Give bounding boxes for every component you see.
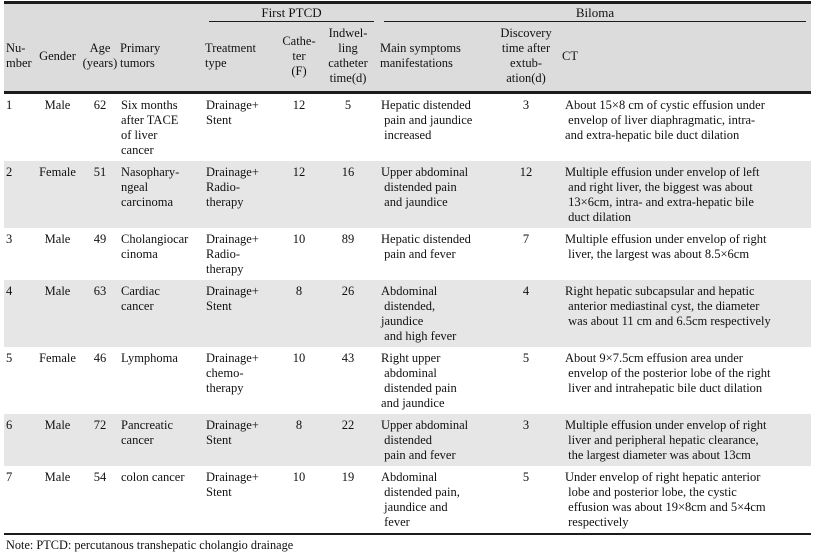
cell-gender: Male (34, 414, 81, 466)
cell-gender: Female (34, 161, 81, 228)
patients-table: First PTCD Biloma Nu- mber Gender Age (y… (4, 1, 812, 535)
cell-gender: Male (34, 280, 81, 347)
cell-treatment-type: Drainage+ chemo- therapy (206, 351, 259, 395)
cell-indwelling-time: 16 (317, 161, 380, 228)
cell-primary-tumors: Cholangiocar cinoma (121, 232, 189, 261)
table-row: 5 Female 46 Lymphoma Drainage+ chemo- th… (4, 347, 811, 414)
col-header-discovery-time: Discovery time after extub- ation(d) (491, 22, 562, 94)
cell-primary-tumors: colon cancer (119, 466, 204, 535)
cell-number: 5 (6, 351, 13, 365)
col-header-primary-tumors: Primary tumors (119, 22, 204, 94)
cell-age: 46 (93, 351, 107, 365)
cell-age: 72 (81, 414, 119, 466)
cell-discovery-time: 4 (491, 280, 562, 347)
cell-discovery-time: 7 (522, 232, 530, 246)
cell-ct: Multiple effusion under envelop of left … (561, 161, 812, 228)
table-row: 4 Male 63 Cardiac cancer Drainage+ Stent… (4, 280, 812, 347)
col-header-catheter: Cathe- ter (F) (281, 22, 317, 94)
col-header-ct: CT (561, 22, 812, 94)
cell-symptoms: Hepatic distended pain and fever (381, 232, 471, 261)
group-header-biloma: Biloma (379, 2, 812, 22)
cell-ct: Multiple effusion under envelop of right… (565, 232, 767, 261)
cell-symptoms: Abdominal distended, jaundice and high f… (379, 280, 492, 347)
cell-discovery-time: 3 (491, 414, 562, 466)
cell-ct: Right hepatic subcapsular and hepatic an… (561, 280, 812, 347)
cell-symptoms: Abdominal distended pain, jaundice and f… (379, 466, 492, 535)
cell-ct: About 9×7.5cm effusion area under envelo… (565, 351, 771, 395)
cell-catheter: 12 (292, 98, 306, 112)
cell-treatment-type: Drainage+ Radio- therapy (206, 232, 259, 276)
cell-treatment-type: Drainage+ Stent (206, 98, 259, 127)
cell-number: 2 (4, 161, 34, 228)
cell-ct: Under envelop of right hepatic anterior … (561, 466, 812, 535)
table-row: 3 Male 49 Cholangiocar cinoma Drainage+ … (4, 228, 811, 280)
cell-treatment-type: Drainage+ Radio- therapy (204, 161, 281, 228)
cell-gender: Male (44, 98, 71, 112)
cell-discovery-time: 5 (522, 351, 530, 365)
cell-primary-tumors: Six months after TACE of liver cancer (121, 98, 179, 157)
col-header-treatment-type: Treatment type (204, 22, 281, 94)
cell-gender: Male (34, 466, 81, 535)
cell-symptoms: Right upper abdominal distended pain and… (381, 351, 457, 410)
cell-catheter: 10 (292, 351, 306, 365)
col-header-number: Nu- mber (4, 22, 34, 94)
cell-number: 6 (4, 414, 34, 466)
cell-primary-tumors: Pancreatic cancer (119, 414, 204, 466)
cell-ct: About 15×8 cm of cystic effusion under e… (565, 98, 765, 142)
cell-age: 51 (81, 161, 119, 228)
group-header-biloma-label: Biloma (384, 5, 807, 22)
table-body: 1 Male 62 Six months after TACE of liver… (4, 93, 812, 535)
cell-indwelling-time: 19 (317, 466, 380, 535)
cell-catheter: 10 (281, 466, 317, 535)
table-header: First PTCD Biloma Nu- mber Gender Age (y… (4, 2, 812, 94)
cell-discovery-time: 12 (491, 161, 562, 228)
table-footnote: Note: PTCD: percutanous transhepatic cho… (4, 535, 813, 552)
table-row: 2 Female 51 Nasophary- ngeal carcinoma D… (4, 161, 812, 228)
cell-treatment-type: Drainage+ Stent (204, 414, 281, 466)
cell-gender: Female (39, 351, 76, 365)
cell-indwelling-time: 5 (344, 98, 352, 112)
cell-indwelling-time: 26 (317, 280, 380, 347)
table-row: 7 Male 54 colon cancer Drainage+ Stent 1… (4, 466, 812, 535)
cell-catheter: 8 (281, 280, 317, 347)
cell-number: 3 (6, 232, 13, 246)
group-header-first-ptcd: First PTCD (204, 2, 380, 22)
cell-treatment-type: Drainage+ Stent (204, 280, 281, 347)
cell-indwelling-time: 43 (341, 351, 355, 365)
col-header-age: Age (years) (81, 22, 119, 94)
col-header-gender: Gender (34, 22, 81, 94)
cell-number: 1 (6, 98, 13, 112)
col-header-indwelling-time: Indwel- ling catheter time(d) (317, 22, 380, 94)
table-row: 6 Male 72 Pancreatic cancer Drainage+ St… (4, 414, 812, 466)
cell-number: 7 (4, 466, 34, 535)
cell-symptoms: Upper abdominal distended pain and fever (379, 414, 492, 466)
cell-catheter: 10 (292, 232, 306, 246)
cell-catheter: 12 (281, 161, 317, 228)
table-row: 1 Male 62 Six months after TACE of liver… (4, 93, 811, 162)
cell-discovery-time: 3 (522, 98, 530, 112)
cell-age: 54 (81, 466, 119, 535)
cell-number: 4 (4, 280, 34, 347)
cell-primary-tumors: Nasophary- ngeal carcinoma (119, 161, 204, 228)
col-header-symptoms: Main symptoms manifestations (379, 22, 492, 94)
cell-discovery-time: 5 (491, 466, 562, 535)
group-header-spacer (4, 2, 204, 22)
cell-indwelling-time: 89 (341, 232, 355, 246)
cell-indwelling-time: 22 (317, 414, 380, 466)
cell-gender: Male (44, 232, 71, 246)
cell-primary-tumors: Cardiac cancer (119, 280, 204, 347)
cell-catheter: 8 (281, 414, 317, 466)
cell-symptoms: Upper abdominal distended pain and jaund… (379, 161, 492, 228)
cell-age: 62 (93, 98, 107, 112)
cell-ct: Multiple effusion under envelop of right… (561, 414, 812, 466)
group-header-first-ptcd-label: First PTCD (209, 5, 375, 22)
group-header-row: First PTCD Biloma (4, 2, 812, 22)
cell-primary-tumors: Lymphoma (121, 351, 178, 365)
column-header-row: Nu- mber Gender Age (years) Primary tumo… (4, 22, 812, 94)
cell-symptoms: Hepatic distended pain and jaundice incr… (381, 98, 473, 142)
cell-age: 49 (93, 232, 107, 246)
cell-treatment-type: Drainage+ Stent (204, 466, 281, 535)
cell-age: 63 (81, 280, 119, 347)
